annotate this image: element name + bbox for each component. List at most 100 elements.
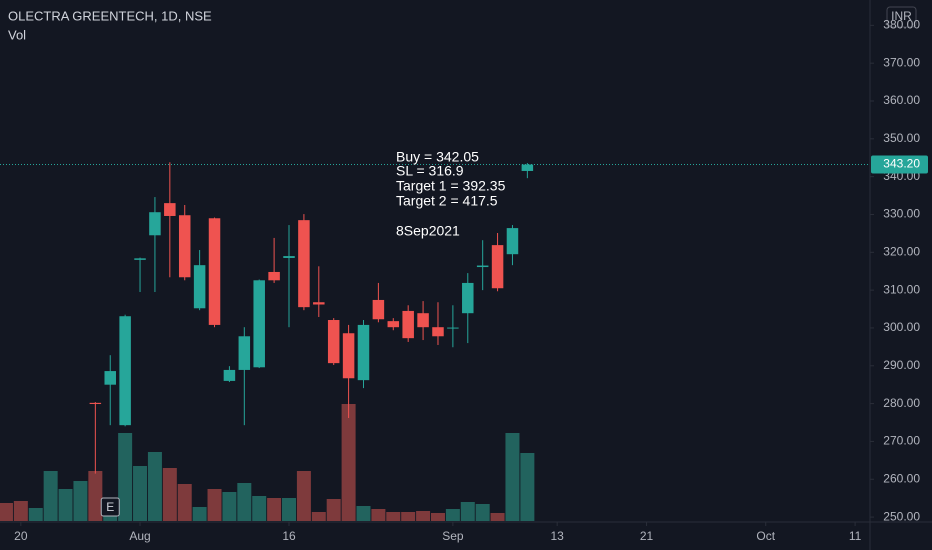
volume-bar	[147, 452, 162, 521]
annotation: Target 2 = 417.5	[396, 193, 498, 209]
candle-body	[119, 316, 131, 426]
candle-body	[149, 212, 161, 236]
volume-bar	[13, 501, 28, 521]
candle-body	[238, 336, 251, 370]
volume-bar	[356, 506, 371, 521]
y-tick-label: 350.00	[883, 131, 920, 145]
candle-layer	[89, 162, 534, 474]
volume-bar	[162, 468, 177, 521]
candle-body	[402, 310, 414, 339]
volume-bar	[460, 502, 475, 521]
candle-body	[447, 327, 459, 329]
last-price-label: 343.20	[883, 157, 920, 171]
candle-body	[164, 203, 176, 216]
candle-body	[193, 265, 206, 309]
volume-bar	[118, 433, 133, 521]
candle-body	[268, 271, 280, 281]
x-tick-label: 11	[849, 529, 862, 543]
x-tick-label: 13	[550, 529, 564, 543]
y-tick-label: 290.00	[883, 358, 920, 372]
y-tick-label: 330.00	[883, 207, 920, 221]
y-tick-label: 270.00	[883, 434, 920, 448]
candle-body	[253, 280, 265, 368]
y-tick-label: 370.00	[883, 55, 920, 69]
candle-body	[134, 258, 146, 260]
volume-bar	[401, 512, 416, 521]
x-tick-label: Aug	[129, 529, 150, 543]
candle-body	[462, 282, 474, 314]
x-tick-label: Sep	[442, 529, 464, 543]
candle-body	[342, 333, 355, 379]
volume-layer	[0, 404, 535, 521]
y-tick-label: 320.00	[883, 244, 920, 258]
candle-body	[357, 324, 370, 381]
y-tick-label: 250.00	[883, 509, 920, 523]
candle-body	[178, 215, 191, 278]
volume-bar	[177, 484, 192, 521]
volume-label: Vol	[8, 27, 26, 42]
annotation: Target 1 = 392.35	[396, 178, 506, 194]
volume-bar	[133, 466, 148, 521]
candle-body	[208, 218, 221, 325]
x-tick-label: 16	[282, 529, 296, 543]
volume-bar	[73, 481, 88, 521]
volume-bar	[490, 513, 505, 521]
volume-bar	[416, 511, 431, 521]
candle-body	[432, 327, 444, 337]
candle-body	[521, 164, 534, 171]
last-price-box	[871, 155, 928, 174]
volume-bar	[43, 471, 58, 521]
volume-bar	[237, 483, 252, 521]
volume-bar	[58, 489, 73, 521]
currency-badge[interactable]	[886, 6, 917, 28]
annotation: SL = 316.9	[396, 163, 464, 179]
candle-body	[313, 302, 325, 305]
volume-bar	[207, 489, 222, 521]
volume-bar	[430, 513, 445, 521]
candle-body	[104, 371, 116, 385]
volume-bar	[505, 433, 520, 521]
volume-bar	[371, 509, 386, 521]
annotation: Buy = 342.05	[396, 149, 479, 165]
volume-bar	[445, 509, 460, 521]
candle-body	[417, 313, 429, 328]
volume-bar	[386, 512, 401, 521]
volume-bar	[267, 498, 282, 521]
volume-bar	[88, 471, 103, 521]
candle-body	[283, 256, 295, 258]
candle-body	[506, 228, 519, 255]
volume-bar	[341, 404, 356, 521]
candle-body	[298, 220, 310, 308]
candle-body	[476, 265, 489, 268]
volume-bar	[282, 498, 297, 521]
candle-body	[89, 402, 102, 404]
volume-bar	[28, 508, 43, 521]
currency: INR	[891, 9, 912, 23]
volume-bar	[326, 499, 341, 521]
candle-body	[327, 320, 340, 364]
earnings-marker	[100, 497, 120, 517]
annotation: 8Sep2021	[396, 223, 460, 239]
candle-body	[491, 245, 504, 289]
y-tick-label: 280.00	[883, 396, 920, 410]
volume-bar	[0, 503, 13, 521]
y-tick-label: 380.00	[883, 18, 920, 32]
earnings-label: E	[106, 500, 114, 514]
volume-bar	[252, 496, 267, 521]
y-tick-label: 300.00	[883, 320, 920, 334]
volume-bar	[222, 492, 237, 521]
x-tick-label: 21	[640, 529, 654, 543]
candle-body	[387, 321, 400, 328]
volume-bar	[311, 512, 326, 521]
x-tick-label: Oct	[756, 529, 775, 543]
volume-bar	[475, 504, 490, 521]
y-tick-label: 310.00	[883, 282, 920, 296]
volume-bar	[296, 471, 311, 521]
y-tick-label: 360.00	[883, 93, 920, 107]
candle-body	[372, 299, 385, 320]
volume-bar	[192, 507, 207, 521]
y-tick-label: 260.00	[883, 471, 920, 485]
volume-bar	[520, 453, 535, 521]
x-tick-label: 20	[14, 529, 28, 543]
